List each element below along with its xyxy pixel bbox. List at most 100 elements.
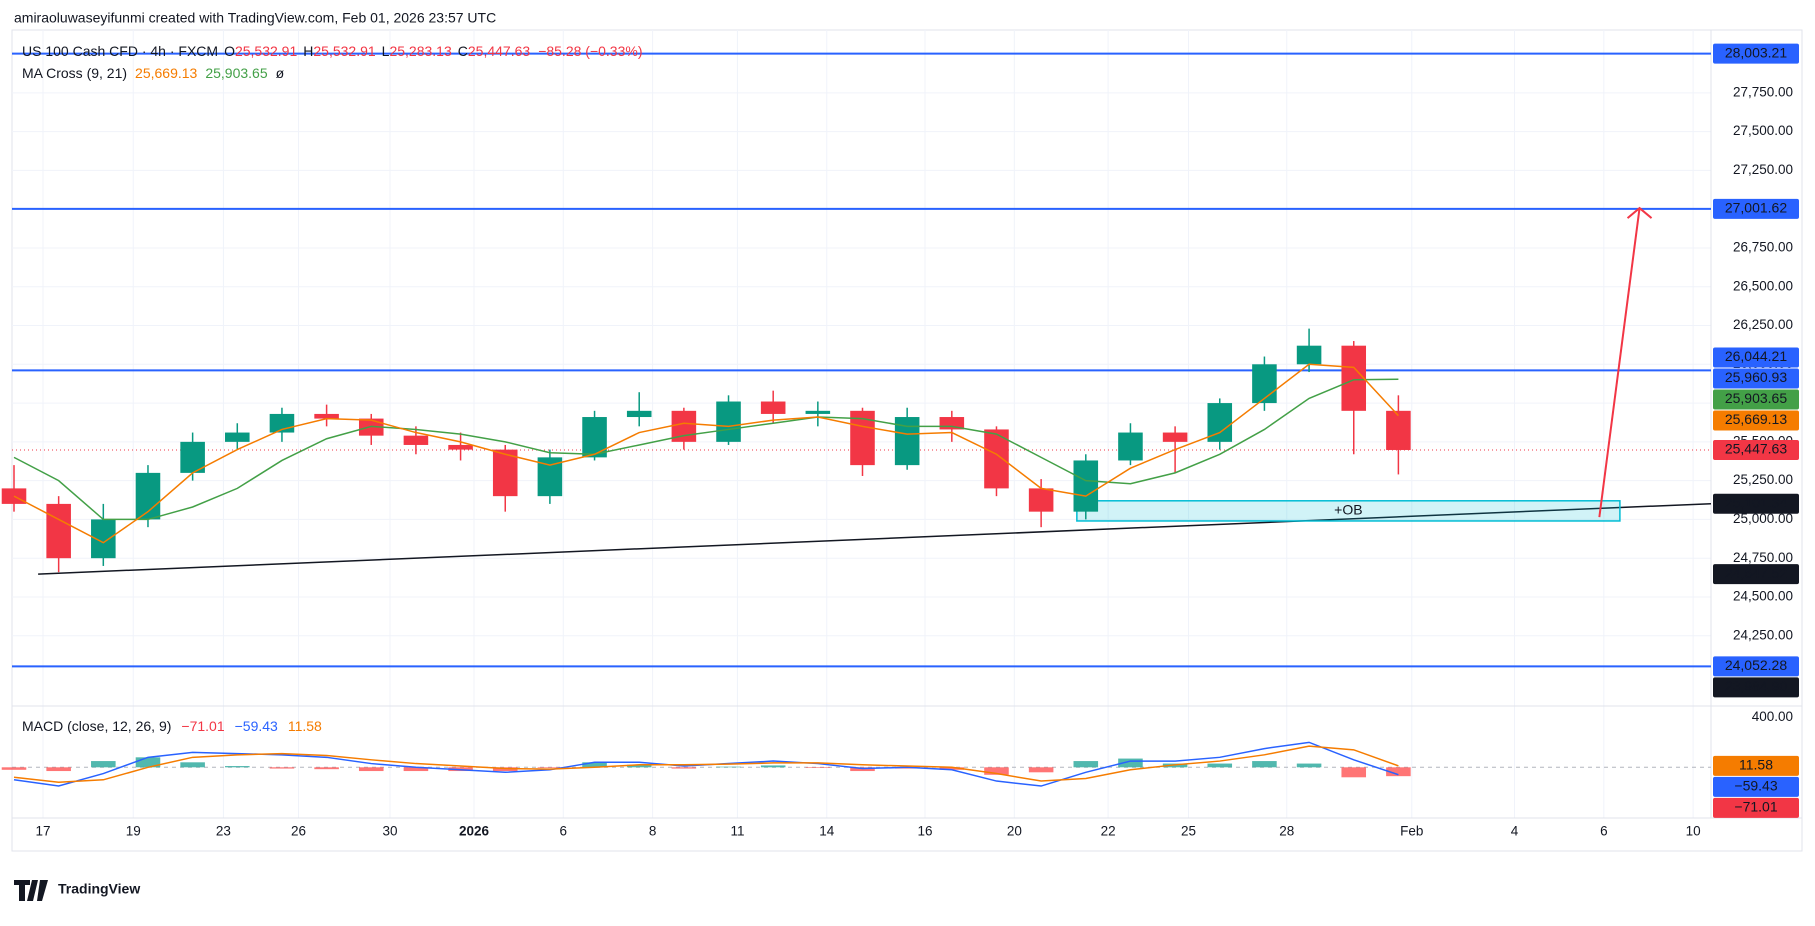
macd-histogram-bar	[1, 767, 27, 770]
macd-tick-label: 400.00	[1752, 709, 1793, 724]
legend-item: −85.28 (−0.33%)	[538, 43, 642, 59]
candle-body	[1162, 432, 1188, 442]
macd-histogram-bar	[1028, 767, 1054, 773]
ma-slow-line	[13, 378, 1399, 521]
y-tick-label: 27,500.00	[1733, 123, 1793, 138]
x-tick-label: 30	[383, 824, 398, 839]
macd-histogram-bar	[314, 767, 339, 770]
price-box-label: 28,003.21	[1725, 44, 1787, 60]
legend-item: MACD (close, 12, 26, 9)	[22, 718, 171, 734]
legend-item: −71.01	[181, 718, 224, 734]
macd-histogram-bar	[939, 767, 965, 770]
price-box	[1713, 368, 1799, 389]
candle-body	[1, 488, 27, 504]
y-tick-label: 25,250.00	[1733, 472, 1793, 487]
x-tick-label: 8	[649, 824, 657, 839]
x-tick-label: 28	[1279, 824, 1294, 839]
macd-histogram-bar	[626, 764, 652, 768]
macd-histogram-bar	[269, 767, 295, 769]
y-tick-label: 25,000.00	[1733, 511, 1793, 526]
chart-frame	[11, 29, 1803, 852]
macd-histogram-bar	[91, 761, 116, 768]
macd-histogram-bar	[403, 767, 429, 772]
candle-body	[716, 401, 741, 442]
legend-item: 25,447.63	[468, 43, 530, 59]
ma-fast-line	[13, 363, 1399, 544]
x-tick-label: 23	[216, 824, 231, 839]
candle-body	[984, 429, 1009, 489]
legend-item: C	[458, 43, 468, 59]
price-box	[1713, 755, 1799, 776]
x-tick-label: 14	[819, 824, 835, 839]
order-block-label: +OB	[1334, 502, 1362, 518]
legend-item: 25,283.13	[389, 43, 451, 59]
candle-body	[1252, 364, 1277, 404]
candle-body	[492, 449, 518, 497]
macd-histogram-bar	[537, 767, 563, 768]
macd-histogram-bar	[1252, 761, 1277, 768]
arrow	[1598, 207, 1641, 518]
price-box-label: 11.58	[1739, 757, 1773, 773]
legend-item: 25,669.13	[135, 65, 197, 81]
macd-histogram-bar	[135, 757, 161, 768]
price-box-label: 24,647.52	[1725, 565, 1787, 581]
candle-body	[46, 503, 71, 559]
candle-body	[180, 441, 205, 473]
price-box	[1713, 389, 1799, 410]
macd-histogram-bar	[1341, 767, 1367, 778]
macd-histogram-bar	[984, 767, 1009, 775]
y-tick-label: 24,500.00	[1733, 589, 1793, 604]
logo-icon	[14, 880, 48, 901]
price-box	[1713, 493, 1799, 514]
candle-body	[314, 413, 339, 419]
logo: TradingView	[14, 880, 140, 901]
price-box-label: −59.43	[1734, 778, 1777, 794]
x-tick-label: 16	[918, 824, 933, 839]
x-tick-label: 22	[1101, 824, 1116, 839]
legend-item: L	[382, 43, 390, 59]
candle-body	[1296, 345, 1322, 365]
macd-histogram-bar	[582, 762, 607, 768]
legend-item: 25,532.91	[313, 43, 375, 59]
price-box-label: 26,044.21	[1725, 348, 1787, 364]
price-box-label: 25,101.34	[1725, 494, 1787, 510]
candle-body	[1386, 410, 1411, 450]
macd-histogram-bar	[805, 767, 831, 768]
x-tick-label: 11	[730, 824, 744, 839]
price-box-label: 27,001.62	[1725, 200, 1787, 216]
price-box	[1713, 656, 1799, 677]
y-tick-label: 24,250.00	[1733, 627, 1793, 642]
price-box	[1713, 198, 1799, 219]
x-tick-label: 4	[1511, 824, 1519, 839]
legend-item: O	[224, 43, 235, 59]
price-box	[1713, 564, 1799, 585]
price-box-label: 23,984.90	[1725, 678, 1787, 694]
x-tick-label: 6	[1600, 824, 1608, 839]
macd-histogram-bar	[1386, 767, 1411, 777]
legend-row: MA Cross (9, 21) 25,669.13 25,903.65 ø	[22, 65, 285, 81]
macd-histogram-bar	[760, 765, 786, 768]
price-box-label: 25,960.93	[1725, 369, 1787, 385]
price-box-label: 25,903.65	[1725, 390, 1787, 406]
legend-item: −59.43	[235, 718, 278, 734]
legend-item: MA Cross (9, 21)	[22, 65, 127, 81]
macd-histogram-bar	[225, 766, 250, 768]
arrow-head	[1626, 206, 1653, 219]
attribution: amiraoluwaseyifunmi created with Trading…	[14, 10, 496, 26]
macd-histogram-bar	[1296, 763, 1322, 768]
x-tick-label: 19	[126, 824, 141, 839]
x-tick-label: 26	[291, 824, 306, 839]
macd-histogram-bar	[180, 762, 205, 768]
price-box-label: 24,052.28	[1725, 657, 1787, 673]
macd-histogram-bar	[1118, 758, 1143, 768]
trendline	[38, 502, 1712, 575]
candle-body	[448, 444, 473, 450]
macd-histogram-bar	[671, 767, 697, 769]
candle-body	[1028, 488, 1054, 512]
y-tick-label: 24,750.00	[1733, 550, 1793, 565]
price-box	[1713, 797, 1799, 818]
x-tick-label: 2026	[459, 824, 490, 839]
macd-signal-line	[13, 745, 1399, 784]
price-box-label: −71.01	[1734, 799, 1777, 815]
candle-body	[403, 435, 429, 445]
